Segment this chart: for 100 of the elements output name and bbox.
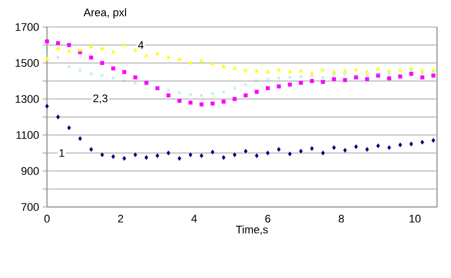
point [332,73,336,76]
point [310,70,314,74]
x-tick-label: 8 [338,214,344,223]
point [67,125,71,130]
point [276,84,281,88]
point [166,150,170,156]
point [354,144,358,150]
point [387,68,392,72]
point [56,114,60,120]
point [177,98,182,103]
point [431,138,436,143]
point [288,70,292,74]
y-tick-label: 1500 [16,59,39,67]
point [188,100,192,105]
point [111,50,116,54]
point [365,77,370,82]
point [299,74,302,78]
point [222,155,226,160]
point [112,76,115,80]
point [244,68,248,72]
point [266,86,270,90]
point [122,156,126,161]
point [387,76,392,80]
point [398,142,402,148]
point [409,72,414,76]
point [332,145,336,150]
y-tick-label: 900 [21,167,39,175]
point [420,140,424,145]
point [133,152,138,158]
point [210,62,215,66]
point [200,153,204,158]
point [122,79,126,83]
point [244,148,248,154]
point [365,70,370,74]
point [254,90,259,94]
point [100,46,104,50]
point [298,68,303,72]
y-tick-label: 1700 [16,23,39,31]
point [321,76,325,80]
point [266,78,270,81]
point [178,156,182,161]
point [343,72,347,76]
annotation: 2,3 [93,94,108,104]
point [44,57,50,61]
point [177,57,182,61]
point [255,79,258,83]
point [111,66,116,70]
point [299,148,303,154]
point [310,74,314,78]
x-tick-label: 2 [118,214,124,222]
point [155,52,160,56]
point [376,72,380,76]
point [122,70,126,74]
point [233,86,236,90]
point [343,148,347,153]
point [321,150,325,156]
y-axis-title: Area, pxl [84,8,126,18]
point [310,79,314,83]
point [244,93,248,98]
point [156,153,160,158]
point [266,150,270,156]
point [365,74,369,77]
point [133,48,138,52]
point [188,60,193,64]
point [232,152,236,158]
point [431,74,436,78]
point [45,104,49,109]
point [420,68,424,72]
point [100,61,104,65]
annotation: 1 [60,149,64,157]
point [376,143,380,148]
point [199,58,204,62]
point [144,53,148,58]
point [200,94,204,98]
point [56,46,60,50]
point [343,78,348,82]
point [122,42,126,46]
point [288,152,292,156]
point [200,102,204,106]
point [244,82,248,86]
point [89,44,94,48]
x-tick-label: 0 [44,214,50,223]
point [134,81,137,84]
point [376,66,380,71]
point [276,68,281,72]
point [332,77,336,82]
point [254,153,259,158]
point [67,43,72,47]
point [288,76,292,80]
point [288,82,292,87]
point [232,66,237,70]
point [66,48,72,53]
point [222,100,226,104]
point [78,48,82,52]
point [342,68,348,72]
point [431,68,436,72]
point [111,154,116,159]
point [100,152,104,158]
point [420,75,424,80]
point [310,146,314,151]
